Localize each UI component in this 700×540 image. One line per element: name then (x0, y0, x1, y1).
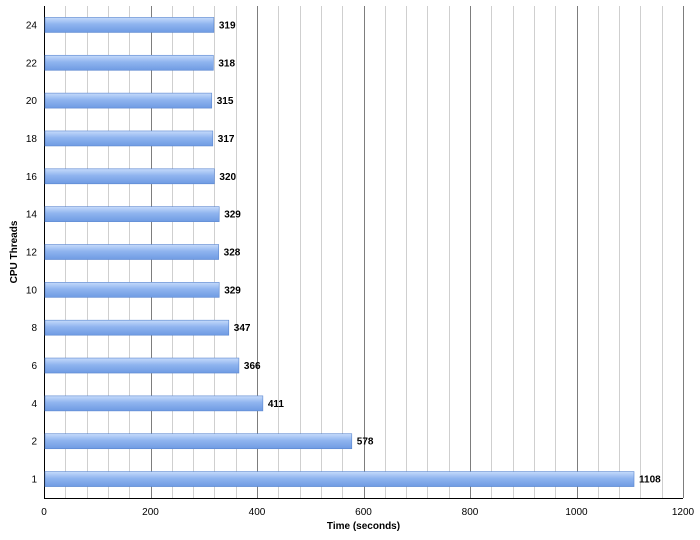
y-tick-label: 20 (26, 96, 38, 107)
y-tick-label: 6 (31, 361, 37, 372)
x-tick-label: 0 (41, 507, 47, 518)
y-tick-label: 1 (31, 475, 37, 486)
bar-threads-12 (44, 244, 219, 260)
data-label: 347 (234, 323, 251, 334)
bar-threads-1 (44, 471, 635, 487)
bar-threads-2 (44, 433, 353, 450)
data-label: 319 (219, 20, 236, 31)
bar-threads-22 (44, 54, 214, 71)
x-axis-ticks: 0 200 400 600 800 1000 1200 (41, 507, 694, 518)
data-label: 411 (268, 399, 285, 410)
y-tick-label: 12 (26, 248, 38, 259)
data-label: 320 (219, 172, 236, 183)
y-tick-label: 24 (26, 20, 38, 31)
bar-threads-24 (44, 17, 215, 33)
bar-threads-8 (44, 319, 230, 336)
x-tick-label: 600 (355, 507, 372, 518)
bar-threads-10 (44, 282, 220, 298)
data-label: 315 (217, 96, 234, 107)
bar-threads-14 (44, 206, 220, 222)
x-tick-label: 800 (462, 507, 479, 518)
x-axis-title: Time (seconds) (327, 521, 400, 532)
y-tick-label: 10 (26, 285, 38, 296)
bar-threads-4 (44, 395, 264, 412)
x-tick-label: 200 (142, 507, 159, 518)
y-tick-label: 8 (31, 323, 37, 334)
bar-threads-20 (44, 92, 213, 109)
data-label: 328 (224, 248, 241, 259)
data-label: 366 (244, 361, 261, 372)
data-label: 317 (218, 134, 235, 145)
data-label: 329 (224, 285, 241, 296)
data-label: 329 (224, 210, 241, 221)
y-tick-label: 22 (26, 58, 38, 69)
bar-threads-6 (44, 357, 240, 374)
y-tick-label: 4 (31, 399, 37, 410)
y-tick-label: 2 (31, 437, 37, 448)
bar-threads-16 (44, 168, 215, 185)
bar-threads-18 (44, 130, 214, 147)
x-tick-label: 1200 (672, 507, 695, 518)
data-label: 578 (357, 437, 374, 448)
y-tick-label: 14 (26, 210, 38, 221)
y-axis-title: CPU Threads (9, 220, 20, 283)
data-label: 1108 (639, 475, 661, 486)
bars: 1108 578 411 366 347 329 328 329 320 317 315 318 319 (44, 17, 661, 487)
data-label: 318 (218, 58, 235, 69)
y-tick-label: 16 (26, 172, 38, 183)
y-tick-label: 18 (26, 134, 38, 145)
x-tick-label: 1000 (565, 507, 588, 518)
x-tick-label: 400 (249, 507, 266, 518)
gridlines (44, 6, 684, 499)
